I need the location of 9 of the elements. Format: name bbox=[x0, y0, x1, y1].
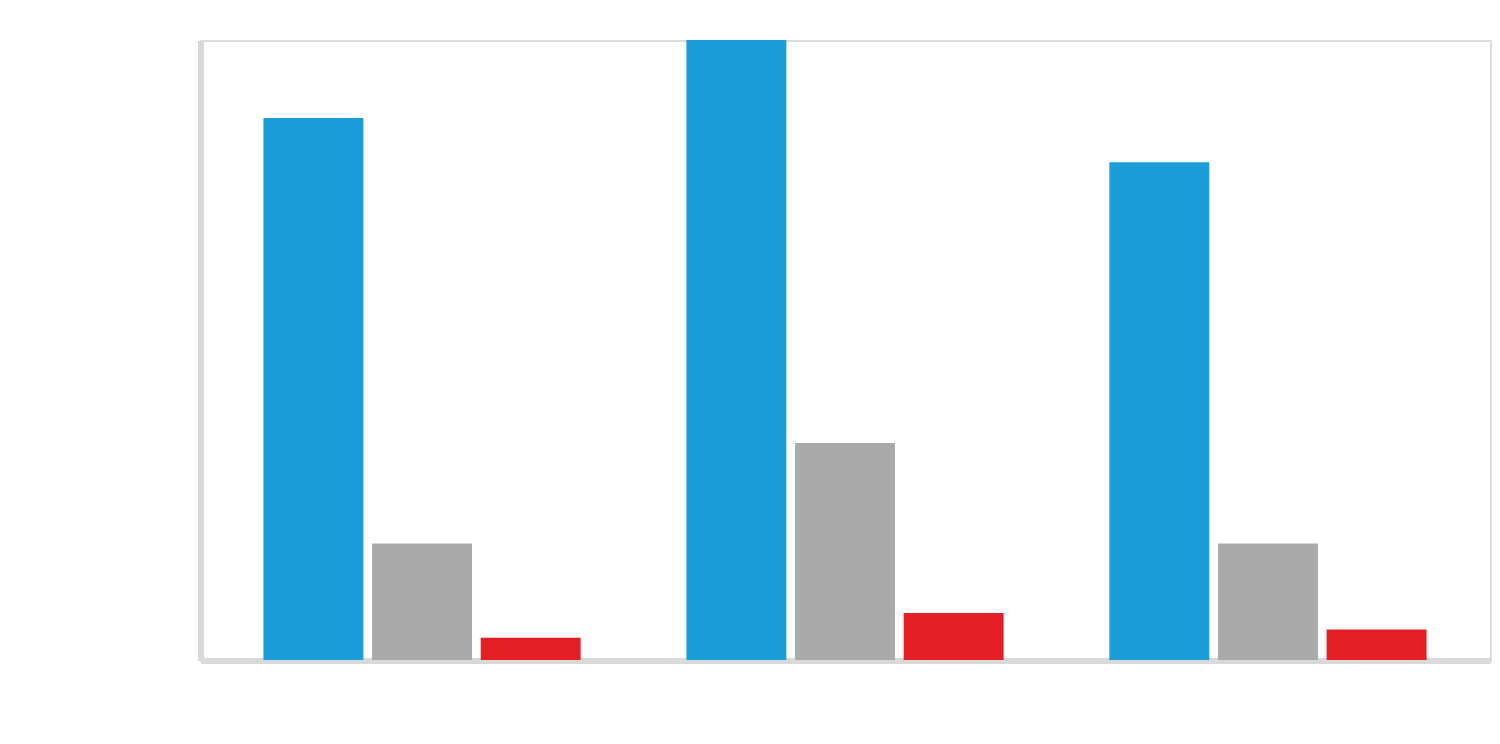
bar bbox=[1326, 629, 1427, 660]
bar bbox=[480, 637, 581, 660]
bar bbox=[686, 40, 787, 660]
bar bbox=[795, 443, 895, 660]
bar bbox=[903, 612, 1004, 660]
bar bbox=[1217, 543, 1318, 660]
bar bbox=[372, 543, 473, 660]
bar bbox=[1109, 162, 1210, 660]
bar bbox=[263, 118, 364, 660]
